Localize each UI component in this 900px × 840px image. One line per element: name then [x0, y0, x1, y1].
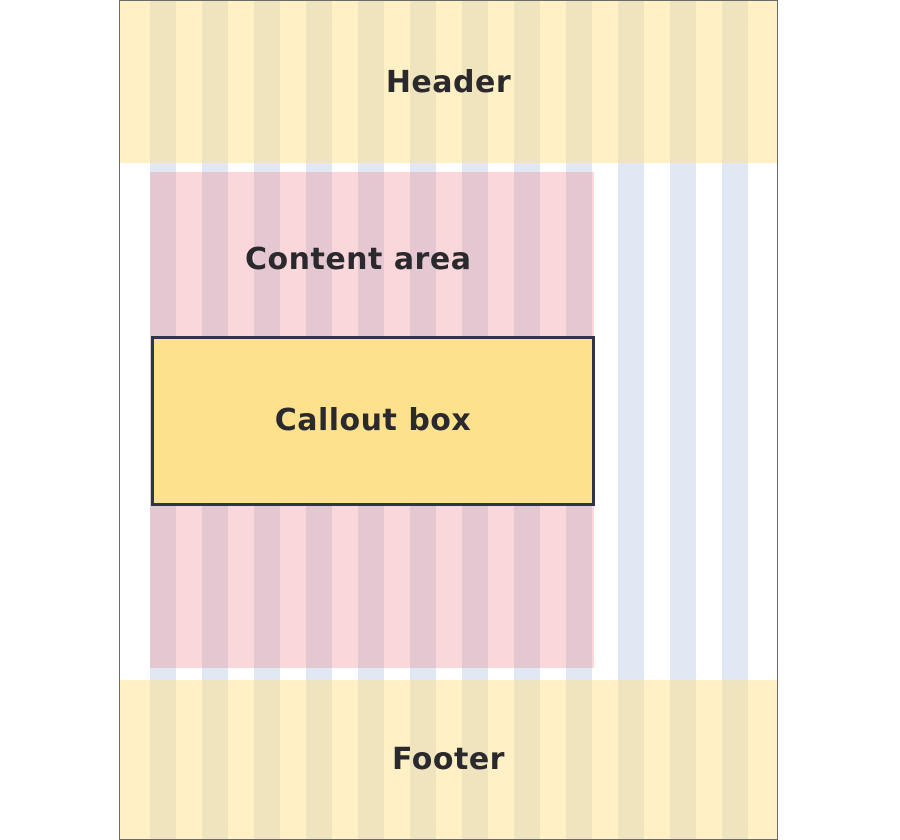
footer-label: Footer	[392, 742, 505, 777]
callout-box: Callout box	[151, 336, 595, 506]
header-region: Header	[120, 1, 777, 163]
callout-box-label: Callout box	[274, 403, 472, 438]
content-area-label: Content area	[245, 242, 472, 277]
page-frame: Header Content area Callout box Footer	[119, 0, 778, 840]
header-label: Header	[385, 64, 512, 100]
footer-region: Footer	[120, 680, 777, 839]
